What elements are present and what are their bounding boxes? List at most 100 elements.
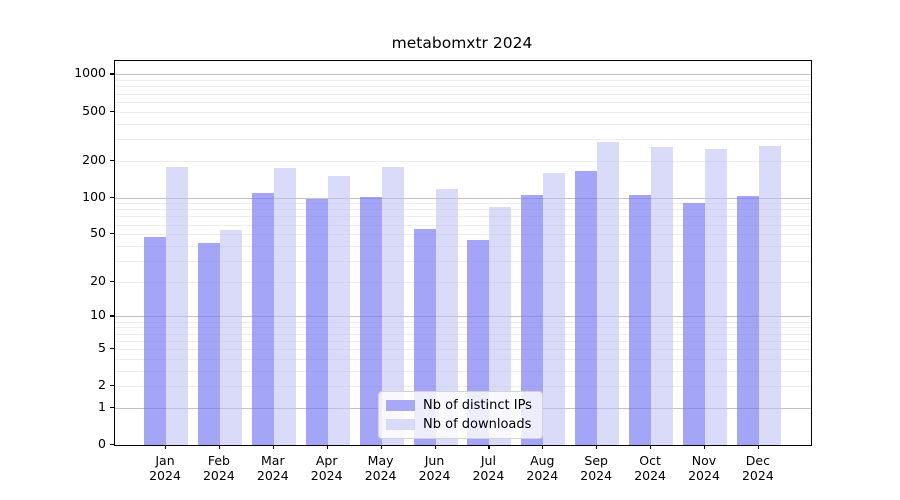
legend-label-distinct-ips: Nb of distinct IPs [423, 398, 532, 413]
x-tick-label-jan: Jan 2024 [149, 453, 181, 483]
bar-distinct-ips-aug [521, 194, 544, 445]
y-tick-label-1: 1 [98, 398, 106, 414]
legend-swatch-downloads [386, 419, 415, 430]
y-tick-500 [110, 110, 114, 112]
y-tick-label-200: 200 [82, 151, 106, 167]
gridline-minor-20 [115, 281, 811, 283]
gridline-major-1000 [115, 74, 811, 76]
legend: Nb of distinct IPs Nb of downloads [378, 391, 543, 439]
y-tick-label-100: 100 [82, 188, 106, 204]
plot-area [114, 60, 812, 446]
y-tick-label-50: 50 [90, 225, 106, 241]
x-tick-label-oct: Oct 2024 [634, 453, 666, 483]
y-tick-200 [110, 159, 114, 161]
gridline-minor-9 [115, 321, 811, 323]
x-tick-label-feb: Feb 2024 [202, 453, 235, 483]
x-tick-label-jul: Jul 2024 [472, 453, 505, 483]
gridline-minor-6 [115, 340, 811, 342]
x-tick-label-sep: Sep 2024 [580, 453, 613, 483]
x-tick-label-may: May 2024 [364, 453, 397, 483]
x-tick-label-dec: Dec 2024 [741, 453, 774, 483]
x-tick-label-aug: Aug 2024 [526, 453, 559, 483]
y-tick-5 [110, 347, 114, 350]
gridline-minor-40 [115, 245, 811, 247]
bar-distinct-ips-jan [144, 237, 166, 445]
y-tick-1 [110, 406, 114, 408]
y-tick-label-5: 5 [98, 339, 106, 355]
bar-downloads-jan [166, 166, 188, 445]
gridline-minor-4 [115, 358, 811, 360]
gridline-minor-5 [115, 348, 811, 350]
bar-downloads-apr [327, 175, 350, 445]
x-tick-label-nov: Nov 2024 [688, 453, 720, 483]
bar-distinct-ips-dec [736, 196, 759, 445]
y-tick-label-20: 20 [90, 272, 106, 288]
gridline-minor-30 [115, 260, 811, 262]
x-tick-aug [542, 445, 544, 449]
legend-item-distinct-ips: Nb of distinct IPs [386, 398, 532, 413]
bar-distinct-ips-mar [251, 193, 274, 445]
y-tick-50 [110, 233, 114, 235]
x-tick-sep [596, 445, 598, 449]
bar-downloads-jun [435, 188, 458, 445]
bar-downloads-oct [651, 146, 674, 445]
y-tick-label-1000: 1000 [74, 65, 106, 81]
gridline-minor-50 [115, 234, 811, 236]
gridline-minor-90 [115, 203, 811, 205]
gridline-minor-700 [115, 93, 811, 95]
gridline-minor-500 [115, 111, 811, 113]
bar-distinct-ips-sep [575, 170, 598, 445]
gridline-minor-7 [115, 333, 811, 335]
gridline-minor-8 [115, 327, 811, 329]
bar-downloads-nov [705, 148, 727, 445]
bar-downloads-jul [489, 207, 512, 445]
y-tick-20 [110, 280, 114, 282]
x-tick-dec [757, 445, 760, 449]
bar-distinct-ips-oct [629, 195, 652, 445]
gridline-minor-900 [115, 80, 811, 82]
y-tick-label-2: 2 [98, 377, 106, 393]
bar-distinct-ips-feb [197, 243, 220, 445]
bar-downloads-sep [597, 141, 620, 445]
gridline-minor-300 [115, 138, 811, 140]
gridline-minor-600 [115, 101, 811, 103]
gridline-minor-200 [115, 160, 811, 162]
gridline-minor-2 [115, 386, 811, 388]
y-tick-10 [110, 315, 114, 317]
gridline-minor-80 [115, 209, 811, 211]
y-tick-0 [110, 444, 114, 446]
y-tick-label-0: 0 [98, 436, 106, 451]
bar-downloads-mar [273, 168, 296, 445]
y-tick-label-500: 500 [82, 102, 106, 118]
bar-distinct-ips-apr [305, 198, 328, 445]
x-tick-jul [488, 445, 490, 449]
legend-label-downloads: Nb of downloads [423, 417, 532, 432]
y-tick-1000 [110, 73, 114, 75]
x-tick-label-mar: Mar 2024 [256, 453, 289, 483]
gridline-minor-800 [115, 86, 811, 88]
gridline-major-10 [115, 316, 811, 318]
gridline-major-100 [115, 197, 811, 199]
gridline-minor-400 [115, 123, 811, 125]
x-tick-label-jun: Jun 2024 [418, 453, 451, 483]
y-tick-100 [110, 196, 114, 198]
x-tick-feb [218, 445, 221, 449]
y-tick-label-10: 10 [90, 307, 106, 323]
x-tick-mar [272, 445, 274, 449]
legend-item-downloads: Nb of downloads [386, 417, 532, 432]
x-tick-apr [326, 445, 328, 449]
bar-downloads-aug [543, 173, 566, 445]
legend-swatch-distinct-ips [386, 400, 415, 411]
gridline-minor-3 [115, 370, 811, 372]
gridline-minor-70 [115, 216, 811, 218]
x-tick-may [380, 445, 382, 449]
x-tick-jan [165, 445, 167, 449]
chart-title: metabomxtr 2024 [391, 34, 533, 52]
bar-distinct-ips-nov [683, 203, 705, 445]
gridline-minor-60 [115, 224, 811, 226]
y-tick-2 [110, 385, 114, 387]
bar-downloads-may [381, 166, 404, 445]
x-tick-label-apr: Apr 2024 [310, 453, 343, 483]
x-tick-nov [704, 445, 706, 449]
